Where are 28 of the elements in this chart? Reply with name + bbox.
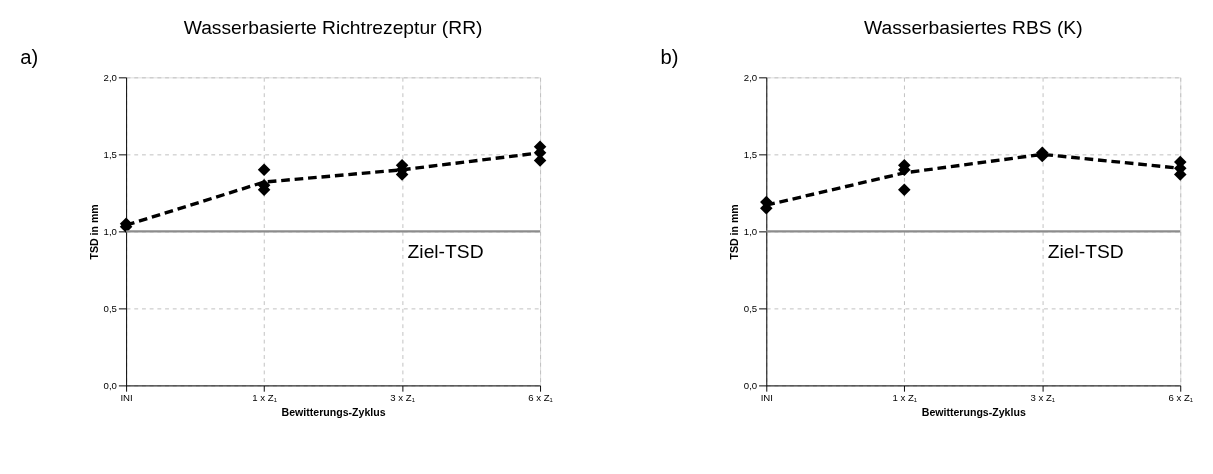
y-tick-label: 2,0 xyxy=(743,71,758,83)
text: b) xyxy=(660,45,679,68)
x-tick-label: INI xyxy=(760,392,773,404)
x-tick-label: 3 x Z₁ xyxy=(390,392,415,404)
ref-line-label: Ziel-TSD xyxy=(407,241,484,263)
y-tick-label: 1,0 xyxy=(103,225,117,237)
y-tick-label: 0,5 xyxy=(103,302,117,314)
text: a) xyxy=(20,45,39,68)
x-axis-title: Bewitterungs-Zyklus xyxy=(921,405,1026,418)
x-tick-label: 1 x Z₁ xyxy=(892,392,918,404)
x-tick-label: 6 x Z₁ xyxy=(1168,392,1194,404)
x-tick-label: INI xyxy=(120,392,133,404)
y-tick-label: 0,0 xyxy=(743,379,758,391)
x-tick-label: 3 x Z₁ xyxy=(1030,392,1056,404)
chart-title: Wasserbasiertes RBS (K) xyxy=(864,17,1083,39)
y-tick-label: 2,0 xyxy=(103,71,117,83)
y-tick-label: 1,0 xyxy=(743,225,758,237)
y-tick-label: 1,5 xyxy=(743,148,758,160)
y-tick-label: 0,5 xyxy=(743,302,758,314)
x-axis-title: Bewitterungs-Zyklus xyxy=(281,405,386,418)
y-axis-title: TSD in mm xyxy=(728,204,740,260)
chart-title: Wasserbasierte Richtrezeptur (RR) xyxy=(183,17,483,39)
ref-line-label: Ziel-TSD xyxy=(1047,241,1124,263)
y-tick-label: 1,5 xyxy=(103,148,117,160)
y-axis-title: TSD in mm xyxy=(87,204,100,260)
x-tick-label: 6 x Z₁ xyxy=(528,392,553,404)
x-tick-label: 1 x Z₁ xyxy=(252,392,277,404)
y-tick-label: 0,0 xyxy=(103,379,117,391)
